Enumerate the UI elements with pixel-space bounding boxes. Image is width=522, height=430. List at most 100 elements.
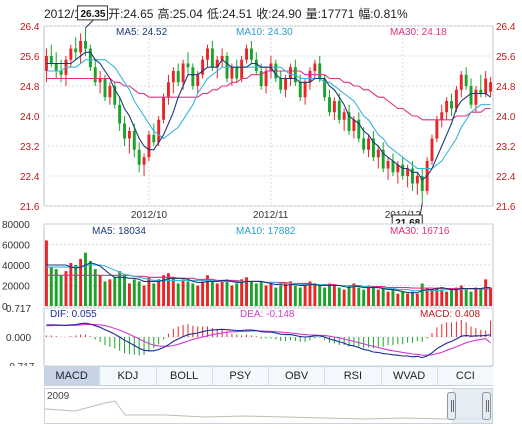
candle-body xyxy=(469,86,473,105)
candle-body xyxy=(288,67,292,79)
candle-body xyxy=(181,63,185,83)
volume-bar xyxy=(191,283,195,306)
price-y-tick-left: 22.4 xyxy=(20,172,40,183)
volume-bar xyxy=(93,269,97,306)
low-value: 24.51 xyxy=(222,7,253,21)
volume-bar xyxy=(293,285,297,306)
candle-body xyxy=(323,78,327,98)
volume-bar xyxy=(352,283,356,306)
navigator-left-handle[interactable] xyxy=(447,392,456,420)
volume-bar xyxy=(357,287,361,306)
macd-y-tick: 0.000 xyxy=(6,333,31,344)
navigator-year: 2009 xyxy=(47,391,70,402)
candle-body xyxy=(108,86,112,98)
candle-body xyxy=(332,101,336,113)
candle-body xyxy=(420,176,424,191)
candle-body xyxy=(254,59,258,71)
annotation-label: 26.35 xyxy=(80,9,105,20)
tab-macd[interactable]: MACD xyxy=(44,367,101,385)
open-value: 24.65 xyxy=(123,7,154,21)
volume-bar xyxy=(181,279,185,306)
candle-body xyxy=(137,149,141,165)
candle-body xyxy=(235,67,239,79)
volume-bar xyxy=(420,283,424,306)
volume-bar xyxy=(381,287,385,306)
volume-legend-ma5: MA5: 18034 xyxy=(92,226,146,237)
volume-bar xyxy=(196,285,200,306)
dea-line xyxy=(46,323,491,356)
candle-body xyxy=(103,78,107,98)
candle-body xyxy=(132,131,136,150)
volume-bar xyxy=(303,283,307,306)
candle-body xyxy=(342,112,346,120)
candle-body xyxy=(435,119,439,139)
volume-bar xyxy=(445,291,449,306)
price-y-tick-right: 22.4 xyxy=(496,172,516,183)
tab-psy[interactable]: PSY xyxy=(213,367,269,385)
volume-bar xyxy=(440,289,444,306)
candle-body xyxy=(123,123,126,139)
volume-bar xyxy=(288,281,292,306)
candle-body xyxy=(484,78,488,94)
annotation-leader xyxy=(85,19,94,29)
volume-bar xyxy=(376,289,380,306)
price-y-tick-left: 23.2 xyxy=(20,142,40,153)
dif-line xyxy=(46,322,491,359)
candle-body xyxy=(186,63,190,68)
candle-body xyxy=(191,67,195,86)
time-navigator[interactable]: 2009 xyxy=(44,388,493,424)
volume-bar xyxy=(245,277,249,306)
volume-bar xyxy=(49,267,53,306)
candle-body xyxy=(357,119,361,139)
volume-bar xyxy=(328,283,331,306)
tab-cci[interactable]: CCI xyxy=(455,370,475,382)
candle-body xyxy=(479,89,483,94)
volume-bar xyxy=(44,240,48,306)
volume-bar xyxy=(225,279,229,306)
volume-bar xyxy=(454,287,458,306)
volume-bar xyxy=(308,281,312,306)
volume-bar xyxy=(240,279,244,306)
macd-legend-dif: DIF: 0.055 xyxy=(50,309,97,320)
volume-bar xyxy=(386,291,390,306)
candle-body xyxy=(201,59,205,75)
candle-body xyxy=(489,82,493,92)
candle-body xyxy=(284,78,288,90)
candle-body xyxy=(113,86,117,105)
tab-rsi[interactable]: RSI xyxy=(325,367,382,385)
volume-bar xyxy=(411,291,414,306)
tab-wvad[interactable]: WVAD xyxy=(382,367,438,385)
candle-body xyxy=(367,138,371,150)
change-label: 幅: xyxy=(358,7,374,21)
tab-kdj[interactable]: KDJ xyxy=(100,367,157,385)
candle-body xyxy=(303,82,307,98)
volume-bar xyxy=(459,285,463,306)
price-y-tick-right: 26.4 xyxy=(496,22,516,33)
price-y-tick-left: 24.8 xyxy=(20,82,40,93)
volume-bar xyxy=(123,275,126,306)
candle-body xyxy=(79,41,83,53)
tab-obv[interactable]: OBV xyxy=(269,367,326,385)
volume-bar xyxy=(206,275,209,306)
volume-bar xyxy=(157,279,161,306)
macd-y-tick: 0.717 xyxy=(6,304,31,315)
candle-body xyxy=(166,82,170,98)
candle-body xyxy=(206,48,209,60)
volume-bar xyxy=(489,287,493,306)
volume-bar xyxy=(69,262,73,306)
candle-body xyxy=(98,78,102,83)
candle-body xyxy=(54,63,58,71)
tab-boll[interactable]: BOLL xyxy=(157,367,213,385)
navigator-right-handle[interactable] xyxy=(482,392,491,420)
volume-bar xyxy=(249,281,253,306)
candle-body xyxy=(88,48,92,68)
volume-bar xyxy=(118,271,122,306)
volume-bar xyxy=(406,293,410,306)
volume-legend-ma30: MA30: 16716 xyxy=(390,226,450,237)
candle-body xyxy=(162,97,166,120)
candle-body xyxy=(450,101,453,109)
candle-body xyxy=(215,59,219,68)
close-label: 收: xyxy=(256,7,272,21)
stock-chart[interactable]: 26.4 26.4 25.6 25.6 24.8 24.8 24.0 24.0 23.2 23.2… xyxy=(0,0,522,366)
volume-bar xyxy=(59,275,63,306)
